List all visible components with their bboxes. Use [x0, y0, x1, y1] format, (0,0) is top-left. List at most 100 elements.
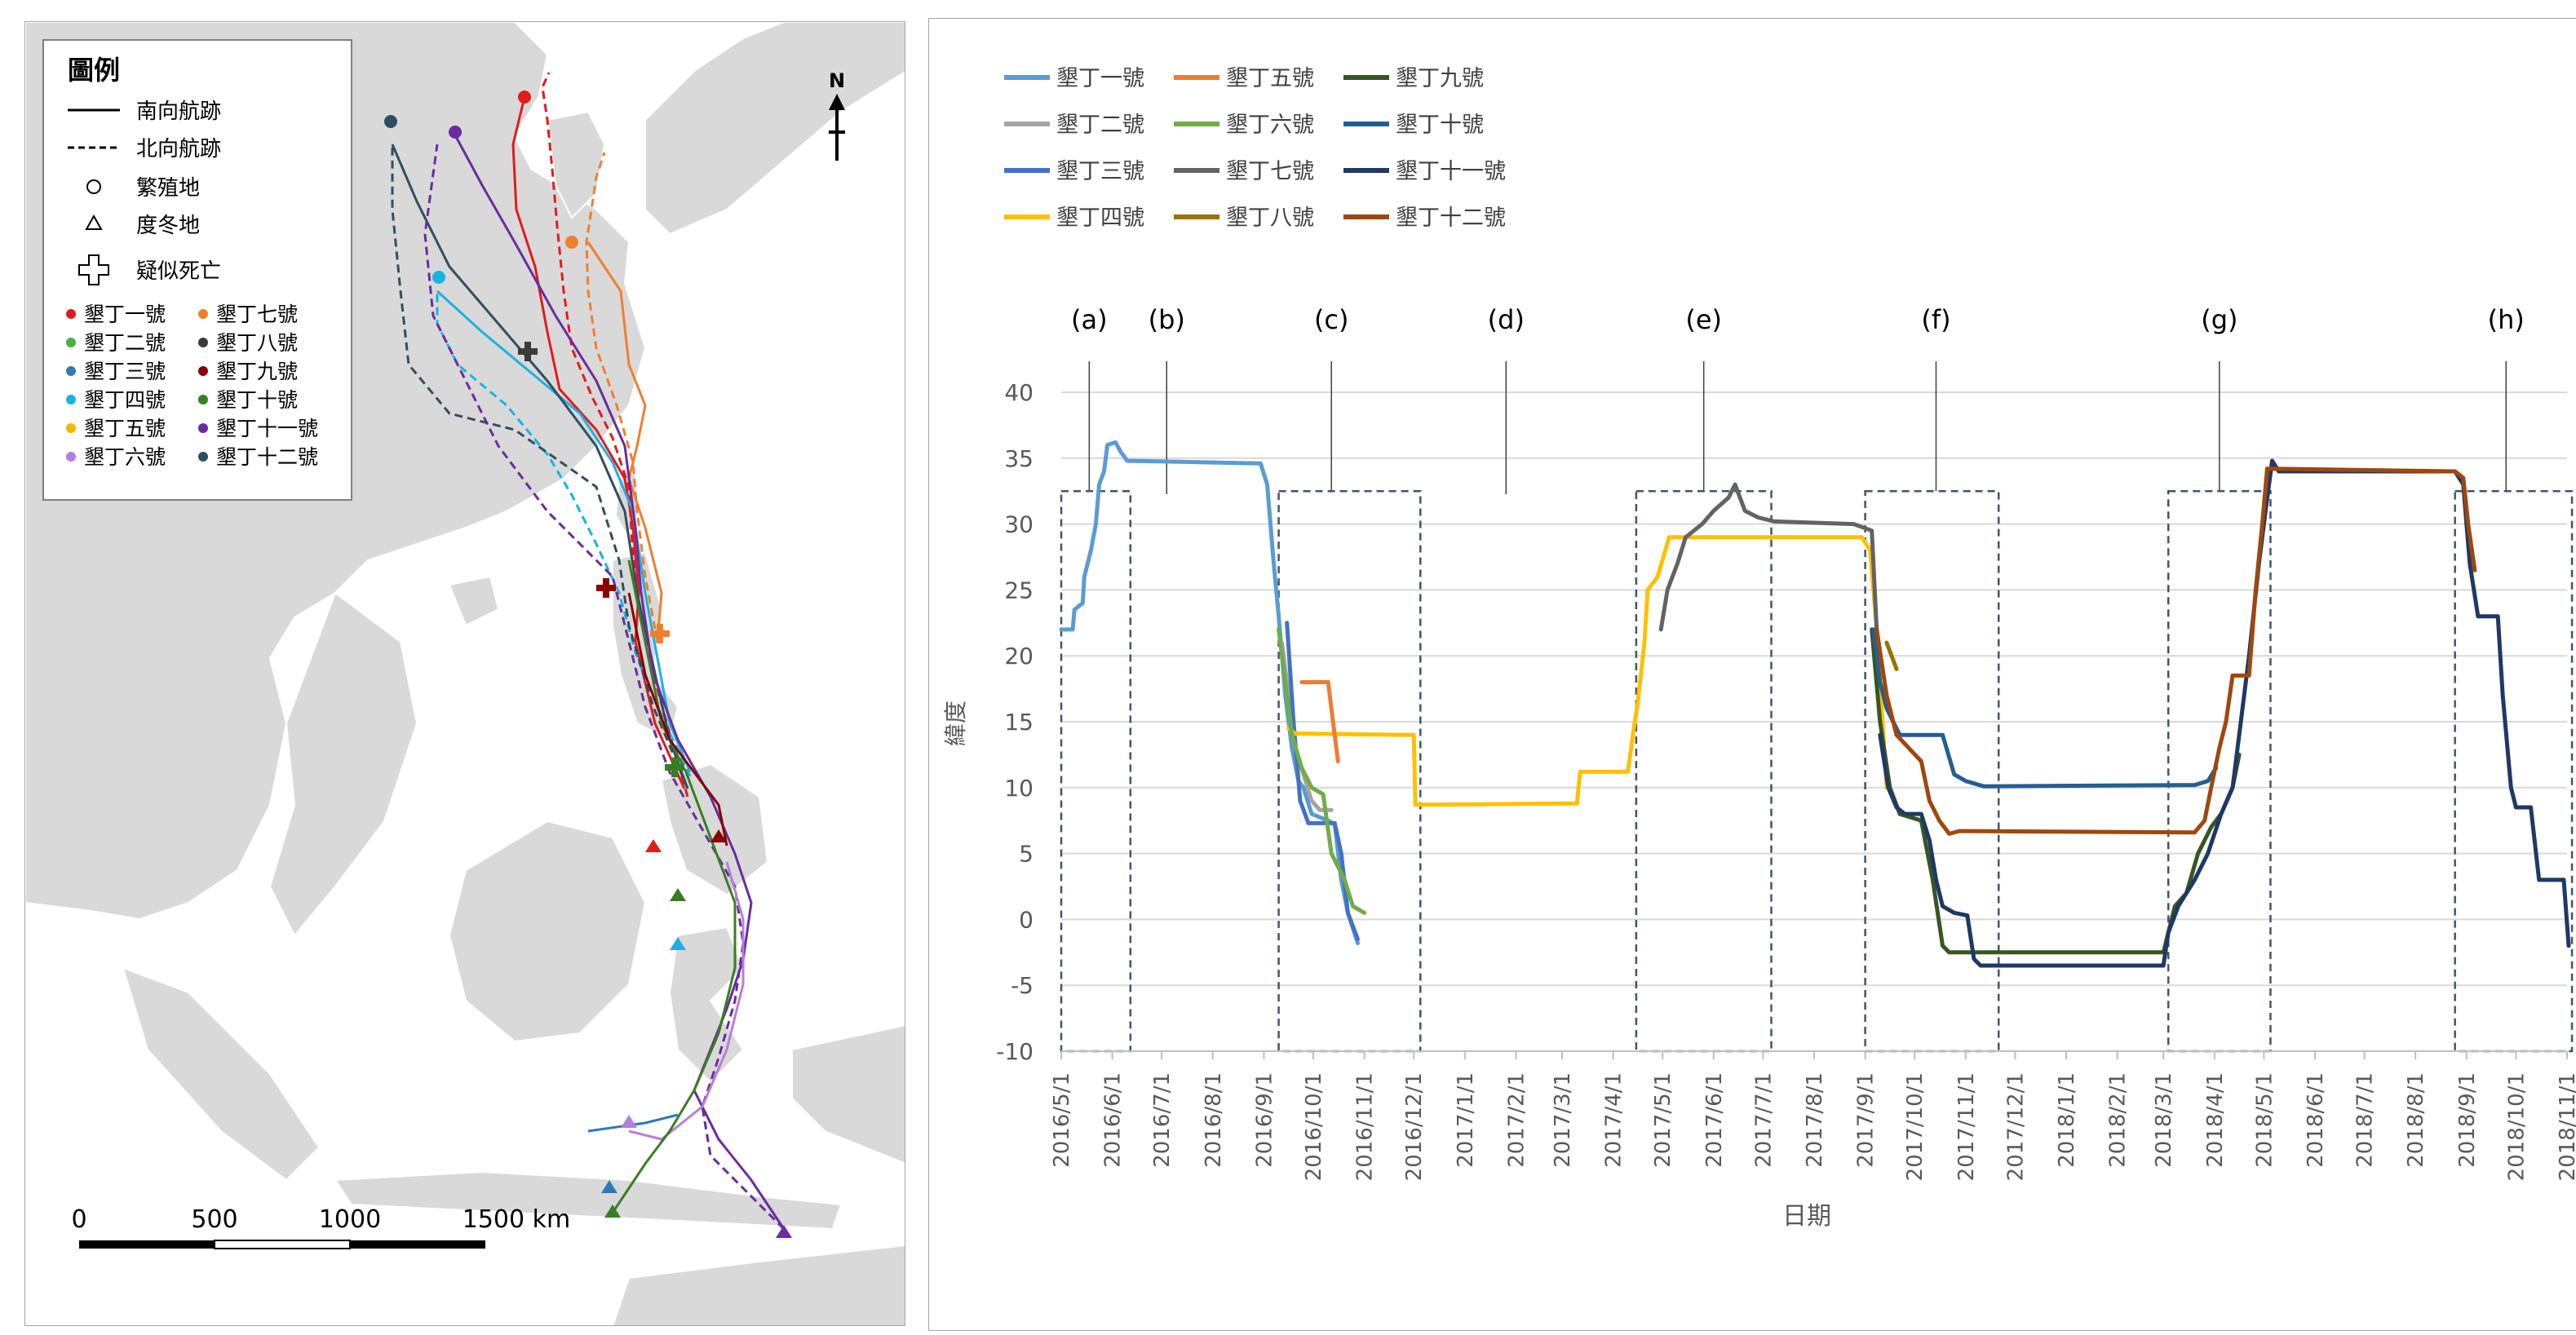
philippines-mindanao	[660, 763, 769, 896]
bird-legend-dot	[66, 395, 76, 404]
series-line	[1871, 627, 2219, 789]
x-tick-label: 2016/12/1	[1402, 1072, 1427, 1181]
track-dark-north	[391, 144, 689, 789]
annotation-period-box	[1060, 489, 1132, 1053]
series-line	[1874, 466, 2477, 836]
track-cyan-south	[436, 290, 692, 773]
x-tick-label: 2017/8/1	[1803, 1072, 1827, 1168]
scale-label-0: 0	[71, 1205, 86, 1234]
legend-label: 墾丁六號	[1226, 113, 1314, 138]
chart-axes: 40 35 30 25 20 15 10 5 0 -5 -10 2016/5/1 2016/6/1 201…	[996, 379, 2576, 1181]
bird-legend-label: 墾丁六號	[84, 445, 166, 469]
x-tick-label: 2018/2/1	[2106, 1072, 2131, 1168]
cross-outline-icon	[78, 254, 109, 285]
x-tick-label: 2016/7/1	[1150, 1072, 1175, 1168]
legend-label: 墾丁四號	[1056, 206, 1144, 231]
cross-marker-icon	[665, 758, 684, 777]
y-tick-label: -5	[1011, 972, 1033, 999]
x-tick-label: 2017/6/1	[1702, 1072, 1727, 1168]
scale-label-500: 500	[191, 1205, 237, 1234]
bird-legend-label: 墾丁十一號	[216, 417, 318, 440]
series-line	[1059, 440, 1360, 945]
x-tick-label: 2017/4/1	[1602, 1072, 1627, 1168]
series-line	[1884, 640, 1899, 671]
y-tick-label: 30	[1004, 511, 1033, 538]
bird-legend-dot	[66, 452, 76, 462]
scale-label-1000: 1000	[319, 1205, 381, 1234]
legend-label: 墾丁二號	[1056, 113, 1144, 138]
x-tick-label: 2016/10/1	[1302, 1072, 1326, 1181]
wintering-site-marker	[670, 888, 686, 901]
bird-legend-dot	[66, 309, 76, 319]
annotation-label: (f)	[1921, 304, 1950, 335]
wintering-site-marker	[670, 937, 686, 950]
x-tick-label: 2017/5/1	[1651, 1072, 1675, 1168]
migration-map: N 0 500 1000 1500 km 圖例 南向航跡 北向航跡 繁殖地 度	[24, 21, 905, 1326]
wintering-site-label: 度冬地	[136, 214, 200, 238]
north-arrow-label: N	[829, 69, 845, 92]
x-tick-label: 2017/9/1	[1854, 1072, 1879, 1168]
chart-series	[1059, 440, 2571, 968]
scale-bar-segment-dark	[79, 1240, 215, 1249]
annotation-label: (g)	[2201, 304, 2237, 335]
track-purple-north	[423, 144, 786, 1231]
sulawesi	[668, 926, 745, 1084]
migration-tracks	[391, 72, 786, 1231]
scale-bar: 0 500 1000 1500 km	[71, 1205, 570, 1249]
bird-legend-dot	[198, 366, 208, 376]
x-tick-label: 2017/10/1	[1903, 1072, 1928, 1181]
x-tick-label: 2017/1/1	[1454, 1072, 1478, 1168]
y-tick-label: 5	[1019, 841, 1033, 868]
track-darkred	[627, 592, 728, 847]
bird-legend-label: 墾丁九號	[216, 360, 298, 383]
legend-label: 墾丁七號	[1226, 159, 1314, 184]
wintering-site-marker	[776, 1225, 792, 1238]
annotation-label: (c)	[1314, 304, 1349, 335]
scale-bar-segment-light	[214, 1240, 351, 1249]
x-tick-label: 2018/3/1	[2152, 1072, 2176, 1168]
x-tick-label: 2017/2/1	[1504, 1072, 1529, 1168]
map-legend: 圖例 南向航跡 北向航跡 繁殖地 度冬地 疑似死亡 墾丁一號墾丁二號墾丁三號墾丁…	[42, 39, 352, 501]
legend-label: 墾丁一號	[1056, 66, 1144, 91]
annotation-period-box	[1277, 489, 1422, 1053]
annotation-label: (d)	[1488, 304, 1525, 335]
x-tick-label: 2018/4/1	[2203, 1072, 2228, 1168]
track-steelblue	[587, 1113, 679, 1133]
x-tick-label: 2018/1/1	[2055, 1072, 2079, 1168]
southbound-line-label: 南向航跡	[136, 99, 221, 124]
annotation-label: (b)	[1149, 304, 1185, 335]
triangle-outline-icon	[85, 214, 103, 230]
breeding-site-marker	[384, 115, 397, 128]
y-tick-label: 40	[1004, 379, 1033, 406]
legend-label: 墾丁十一號	[1396, 159, 1506, 184]
korea	[546, 110, 606, 219]
x-tick-label: 2016/8/1	[1202, 1072, 1226, 1168]
chart-grid	[1061, 391, 2567, 1052]
breeding-site-marker	[449, 126, 462, 139]
x-tick-label: 2018/9/1	[2455, 1072, 2480, 1168]
track-orange-south	[586, 241, 663, 643]
bird-legend-dot	[66, 366, 76, 376]
bird-legend-dot	[66, 423, 76, 433]
wintering-site-marker	[710, 829, 727, 842]
bird-legend-label: 墾丁四號	[84, 388, 166, 412]
legend-label: 墾丁十號	[1396, 113, 1484, 138]
wintering-site-marker	[601, 1180, 617, 1193]
series-line	[1277, 627, 1367, 915]
x-tick-label: 2018/5/1	[2252, 1072, 2277, 1168]
northbound-line-label: 北向航跡	[136, 137, 221, 161]
bird-legend-dot	[198, 338, 208, 347]
y-tick-label: 15	[1004, 709, 1033, 736]
bird-legend-dot	[198, 309, 208, 319]
legend-label: 墾丁三號	[1056, 159, 1144, 184]
bird-legend-dot	[198, 395, 208, 404]
australia-north	[612, 1244, 905, 1325]
x-tick-label: 2017/11/1	[1954, 1072, 1979, 1181]
y-tick-label: 25	[1004, 577, 1033, 603]
x-tick-label: 2016/9/1	[1252, 1072, 1277, 1168]
annotation-label: (e)	[1685, 304, 1722, 335]
track-red-south	[511, 96, 686, 789]
borneo	[448, 820, 647, 1043]
series-line	[1299, 680, 1340, 763]
